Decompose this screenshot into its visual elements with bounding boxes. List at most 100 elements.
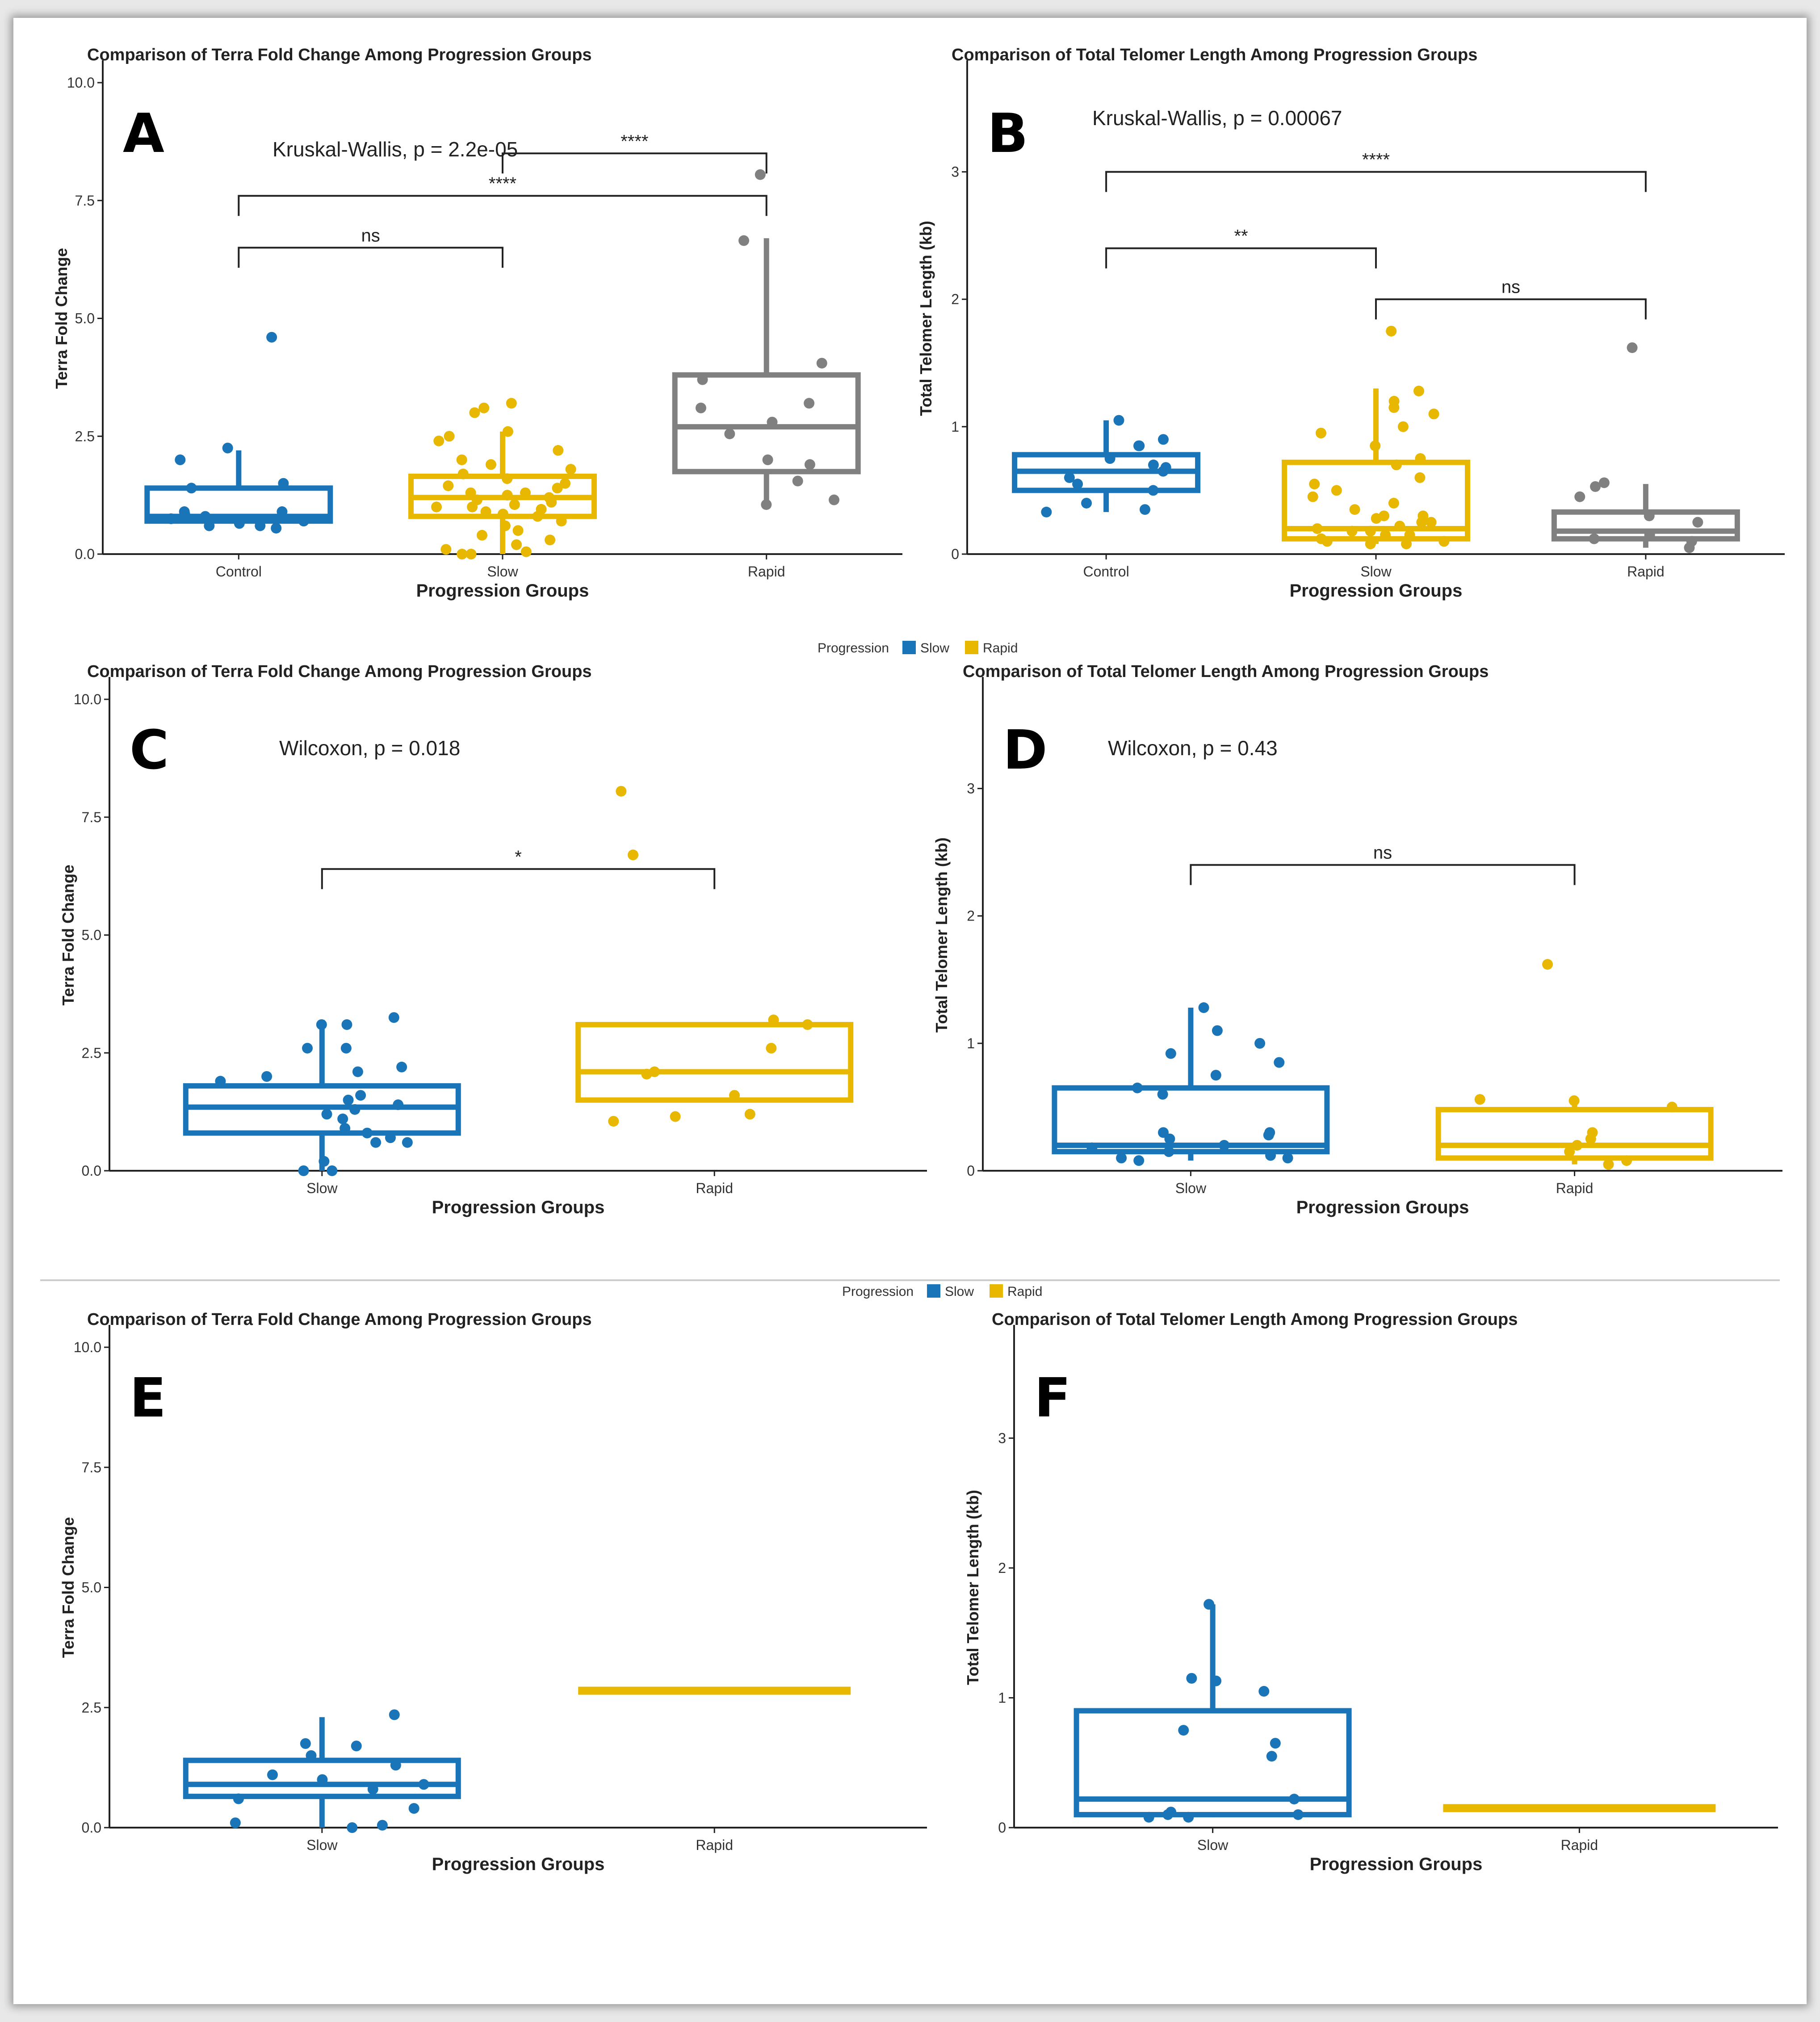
data-point (200, 511, 211, 522)
iqr-box (575, 1022, 854, 1103)
y-tick-label: 10.0 (67, 75, 95, 91)
data-point (546, 496, 557, 508)
data-point (1274, 1057, 1285, 1068)
data-point (1164, 1133, 1175, 1144)
y-tick-label: 2 (951, 291, 959, 307)
bracket-label: ns (1373, 843, 1392, 863)
data-point (1183, 1812, 1194, 1823)
data-point (456, 454, 467, 465)
data-point (502, 490, 513, 501)
bracket-line (1105, 247, 1377, 269)
data-point (1428, 408, 1439, 420)
data-point (1349, 504, 1360, 515)
bracket-line (321, 868, 716, 889)
data-point (1644, 530, 1655, 541)
x-tick-label: Rapid (1561, 1837, 1598, 1853)
data-point (816, 357, 827, 369)
y-tick-label: 0.0 (75, 546, 95, 562)
data-point (729, 1090, 740, 1101)
x-tick-label: Rapid (696, 1180, 733, 1196)
bracket-line (238, 195, 767, 216)
data-point (465, 549, 477, 559)
data-point (1163, 1146, 1174, 1157)
data-point (402, 1137, 413, 1148)
data-point (627, 849, 638, 861)
box-slow (183, 1012, 461, 1176)
data-point (755, 169, 766, 180)
y-axis-label: Total Telomer Length (kb) (964, 1490, 982, 1685)
bracket-label: **** (621, 131, 648, 151)
data-point (478, 402, 490, 413)
data-point (377, 1820, 388, 1831)
data-point (1133, 1155, 1145, 1166)
significance-bracket: **** (238, 174, 767, 216)
data-point (266, 332, 277, 343)
data-point (175, 454, 186, 465)
data-point (298, 1165, 309, 1176)
legend-item-label: Rapid (983, 641, 1018, 656)
box-slow (408, 398, 597, 559)
data-point (1315, 428, 1326, 439)
legend-bottom: Progression Slow Rapid (842, 1284, 1042, 1299)
x-tick-label: Slow (1197, 1837, 1229, 1853)
data-point (390, 1760, 401, 1771)
data-point (1254, 1038, 1266, 1049)
iqr-box (1074, 1708, 1352, 1817)
y-axis-label: Total Telomer Length (kb) (917, 221, 935, 416)
x-tick-label: Slow (1360, 563, 1392, 580)
data-point (1072, 479, 1083, 490)
y-tick-label: 3 (967, 781, 975, 797)
data-point (762, 454, 773, 465)
legend-swatch (990, 1284, 1003, 1298)
data-point (440, 544, 452, 555)
data-point (1370, 440, 1381, 451)
data-point (388, 1012, 399, 1023)
data-point (499, 520, 511, 531)
data-point (1210, 1070, 1221, 1081)
data-point (1386, 326, 1397, 337)
data-point (385, 1132, 396, 1143)
bracket-label: ns (1501, 277, 1520, 297)
panel-title: Comparison of Terra Fold Change Among Pr… (87, 1310, 592, 1329)
x-tick-label: Rapid (748, 563, 785, 580)
significance-bracket: ns (1375, 277, 1647, 319)
data-point (215, 1076, 226, 1087)
panel-title: Comparison of Total Telomer Length Among… (992, 1310, 1518, 1329)
data-point (1104, 453, 1115, 464)
data-point (768, 1014, 779, 1026)
data-point (1157, 1089, 1168, 1100)
data-point (1148, 459, 1159, 471)
iqr-box (183, 1757, 461, 1799)
data-point (1692, 517, 1703, 528)
data-point (502, 473, 513, 484)
data-point (317, 1774, 328, 1785)
data-point (1404, 530, 1415, 541)
data-point (1165, 1048, 1176, 1059)
panel-letter: A (123, 103, 164, 165)
panel-C: Comparison of Terra Fold Change Among Pr… (59, 662, 927, 1217)
panel-F: Comparison of Total Telomer Length Among… (964, 1310, 1778, 1874)
x-axis-label: Progression Groups (416, 581, 589, 601)
data-point (343, 1094, 354, 1106)
data-point (393, 1099, 404, 1110)
data-point (444, 431, 455, 442)
panel-letter: F (1034, 1367, 1071, 1429)
significance-bracket: ns (1190, 843, 1576, 885)
data-point (1572, 1139, 1583, 1151)
data-point (355, 1090, 366, 1101)
y-tick-label: 1 (998, 1690, 1006, 1706)
data-point (828, 494, 839, 505)
data-point (1258, 1686, 1270, 1697)
stat-test-label: Wilcoxon, p = 0.43 (1108, 736, 1278, 760)
data-point (340, 1043, 352, 1054)
data-point (166, 513, 177, 524)
y-tick-label: 7.5 (75, 193, 95, 209)
data-point (1346, 525, 1358, 537)
panel-title: Comparison of Total Telomer Length Among… (963, 662, 1489, 681)
data-point (1684, 542, 1695, 553)
y-tick-label: 3 (951, 164, 959, 180)
data-point (1086, 1142, 1098, 1153)
data-point (370, 1137, 382, 1148)
data-point (695, 402, 706, 413)
data-point (1590, 481, 1601, 492)
